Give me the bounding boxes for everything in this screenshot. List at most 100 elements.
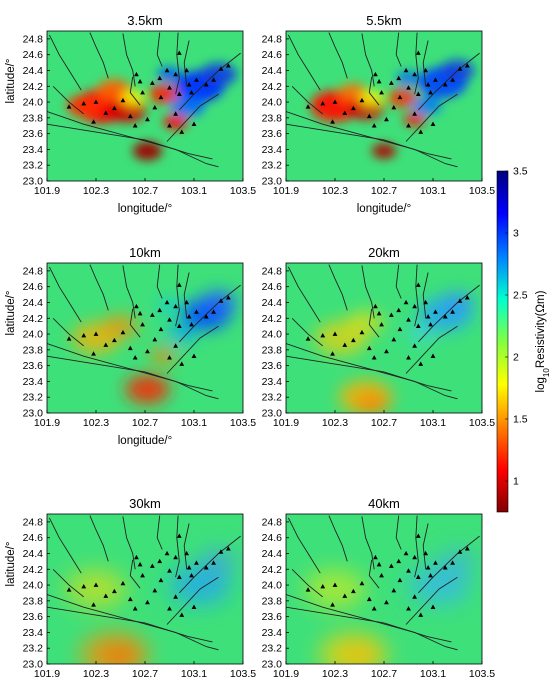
station-marker xyxy=(176,323,182,328)
station-marker xyxy=(366,345,372,351)
station-marker xyxy=(93,99,99,104)
y-tick-label: 24.0 xyxy=(262,580,283,592)
y-tick-label: 24.4 xyxy=(23,297,44,309)
x-tick-label: 103.5 xyxy=(230,668,256,680)
faults xyxy=(47,264,241,400)
fault-line xyxy=(89,515,109,562)
resistivity-anomaly xyxy=(406,324,436,344)
station-marker xyxy=(430,121,436,126)
fault-line xyxy=(286,343,458,400)
y-tick-label: 24.6 xyxy=(262,49,283,61)
station-marker xyxy=(430,353,436,358)
station-marker xyxy=(403,67,409,73)
station-marker xyxy=(66,587,72,592)
x-tick-label: 103.5 xyxy=(230,185,256,197)
fault-line xyxy=(414,264,419,327)
station-marker xyxy=(397,94,403,100)
x-tick-label: 101.9 xyxy=(34,417,60,429)
station-marker xyxy=(179,129,185,134)
station-marker xyxy=(176,574,182,579)
station-marker xyxy=(388,563,394,568)
fault-line xyxy=(286,594,458,651)
station-marker xyxy=(134,303,139,309)
fault-line xyxy=(291,568,323,598)
x-tick-label: 103.1 xyxy=(181,668,207,680)
y-axis-label: latitude/° xyxy=(5,542,17,587)
fault-line xyxy=(129,559,141,589)
station-marker xyxy=(225,295,231,300)
station-marker xyxy=(140,89,145,95)
station-marker xyxy=(442,314,448,319)
colorbar: 1 1.5 2 2.5 3 3.5 log10Resistivity(Ωm) xyxy=(496,166,550,513)
y-tick-label: 24.0 xyxy=(23,329,44,341)
fault-line xyxy=(183,523,190,570)
fault-line xyxy=(361,33,375,87)
station-marker xyxy=(397,326,403,332)
resistivity-anomaly xyxy=(167,324,197,344)
y-tick-label: 24.4 xyxy=(262,65,283,77)
fault-line xyxy=(405,576,458,625)
station-marker xyxy=(218,298,224,303)
fault-line xyxy=(405,93,458,142)
x-tick-label: 102.3 xyxy=(322,668,348,680)
x-tick-label: 103.1 xyxy=(420,185,446,197)
station-marker xyxy=(103,342,109,347)
station-marker xyxy=(457,66,463,71)
fault-line xyxy=(129,76,141,106)
resistivity-anomaly xyxy=(157,66,182,83)
station-marker xyxy=(127,345,133,351)
station-marker xyxy=(157,75,163,81)
station-marker xyxy=(103,110,109,115)
y-tick-label: 23.4 xyxy=(262,627,283,639)
faults xyxy=(286,264,480,400)
station-marker xyxy=(167,317,172,322)
fault-line xyxy=(166,325,219,374)
station-marker xyxy=(176,282,182,287)
fault-line xyxy=(52,568,84,598)
panel-1: 3.5km 101.9 102.3 102.7 103.1 103.5 23.0 23.2 23… xyxy=(5,13,256,215)
station-marker xyxy=(332,582,338,587)
fault-line xyxy=(361,516,375,570)
panel-5: 30km 101.9 102.3 102.7 103.1 103.5 23.0 23.2 23.… xyxy=(5,496,256,680)
station-marker xyxy=(464,63,470,68)
station-marker xyxy=(211,560,216,565)
fault-line xyxy=(328,264,348,311)
y-tick-label: 24.2 xyxy=(23,313,44,325)
station-marker xyxy=(391,104,397,110)
station-marker xyxy=(179,612,185,617)
resistivity-anomaly xyxy=(408,565,470,605)
fault-line xyxy=(47,606,213,643)
station-marker xyxy=(425,565,431,570)
station-marker xyxy=(158,94,164,100)
station-marker xyxy=(406,85,411,90)
station-marker xyxy=(376,310,382,316)
station-marker xyxy=(186,314,192,319)
station-marker xyxy=(442,565,448,570)
y-tick-label: 24.6 xyxy=(262,532,283,544)
panel-title: 40km xyxy=(368,496,400,511)
station-marker xyxy=(218,549,224,554)
x-tick-label: 103.5 xyxy=(469,668,495,680)
station-marker xyxy=(66,104,72,109)
y-tick-label: 24.0 xyxy=(262,329,283,341)
station-marker xyxy=(428,321,433,327)
resistivity-anomaly xyxy=(339,643,380,664)
fault-line xyxy=(48,266,82,323)
station-marker xyxy=(167,606,172,611)
station-marker xyxy=(397,577,403,583)
fault-line xyxy=(368,308,380,338)
colorbar-tick-label: 1.5 xyxy=(513,414,528,426)
station-marker xyxy=(415,323,421,328)
station-marker xyxy=(412,594,418,599)
station-marker xyxy=(179,361,185,366)
fault-line xyxy=(52,85,84,115)
fault-line xyxy=(287,517,321,574)
fault-line xyxy=(122,265,136,319)
resistivity-anomaly xyxy=(102,314,139,338)
station-marker xyxy=(173,343,179,348)
panel-title: 20km xyxy=(368,245,400,260)
station-marker xyxy=(152,104,158,110)
fault-line xyxy=(287,34,321,91)
fault-line xyxy=(183,272,190,319)
resistivity-anomaly xyxy=(157,298,182,315)
